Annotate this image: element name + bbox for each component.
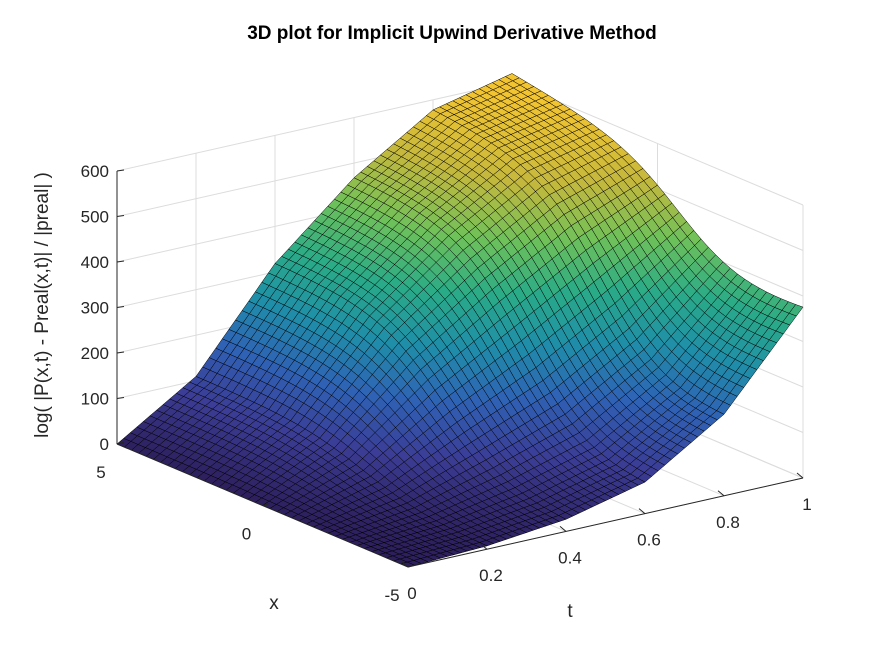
z-tick-mark: [116, 169, 125, 172]
z-tick-label: 400: [81, 253, 109, 272]
t-tick-label: 0: [407, 584, 416, 603]
chart-title: 3D plot for Implicit Upwind Derivative M…: [247, 23, 657, 44]
t-tick-mark: [480, 543, 488, 550]
x-tick-label: 0: [242, 525, 251, 544]
t-tick-label: 0.2: [479, 566, 503, 585]
t-tick-mark: [559, 526, 567, 532]
z-tick-label: 100: [81, 390, 109, 409]
t-tick-mark: [638, 508, 646, 514]
z-tick-mark: [116, 260, 125, 263]
z-tick-mark: [116, 351, 125, 354]
z-tick-label: 600: [81, 162, 109, 181]
z-tick-label: 0: [100, 435, 109, 454]
x-tick-label: -5: [384, 586, 399, 605]
z-tick-label: 300: [81, 299, 109, 318]
t-axis-line: [407, 477, 804, 568]
t-tick-label: 0.8: [716, 513, 740, 532]
z-tick-label: 500: [81, 208, 109, 227]
t-tick-mark: [401, 561, 409, 568]
t-tick-label: 1: [802, 495, 811, 514]
surface-mesh: [116, 73, 804, 568]
z-axis-label: log( |P(x,t) - Preal(x,t)| / |preal| ): [32, 172, 53, 438]
x-tick-mark: [262, 503, 270, 506]
t-tick-mark: [796, 472, 804, 479]
x-axis-label: x: [269, 593, 279, 614]
t-tick-mark: [717, 490, 725, 497]
t-axis-label: t: [567, 601, 573, 622]
z-tick-mark: [116, 397, 125, 399]
tick-labels: 0 100 200 300 400 500 600 -5 0 5 0 0.2 0.4 0.6 0.8 1: [81, 162, 812, 605]
z-tick-mark: [116, 306, 125, 308]
z-tick-label: 200: [81, 344, 109, 363]
x-tick-mark: [116, 441, 125, 445]
z-tick-mark: [116, 215, 125, 217]
t-tick-label: 0.6: [637, 531, 661, 550]
x-tick-mark: [407, 564, 416, 568]
x-tick-label: 5: [96, 463, 105, 482]
t-tick-label: 0.4: [558, 548, 582, 567]
